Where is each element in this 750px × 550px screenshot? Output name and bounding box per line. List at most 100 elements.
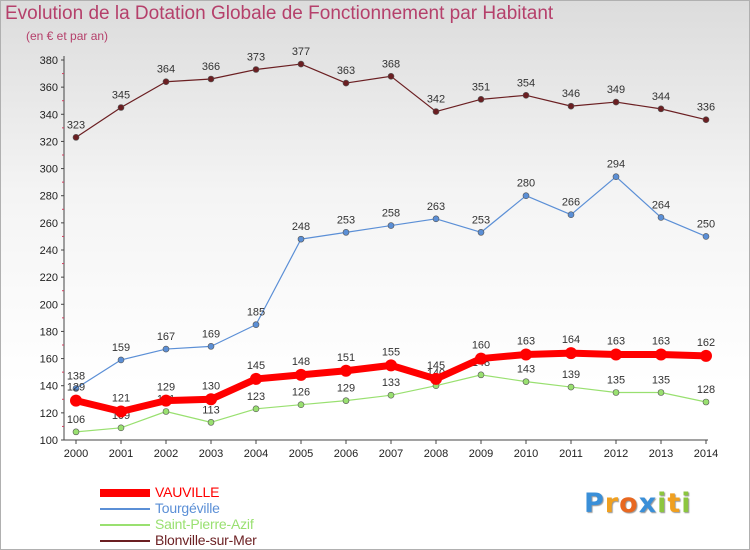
data-label-blonville-sur-mer: 366 (202, 61, 220, 73)
x-tick-label: 2002 (154, 448, 178, 460)
data-label-vauville: 163 (607, 336, 625, 348)
data-point-tourg-ville (252, 321, 260, 328)
data-point-tourg-ville (477, 229, 485, 236)
data-point-tourg-ville (297, 235, 305, 243)
logo-letter: x (638, 488, 658, 519)
data-point-tourg-ville (432, 215, 440, 223)
data-point-vauville (115, 405, 127, 418)
data-label-vauville: 160 (472, 340, 490, 352)
data-label-blonville-sur-mer: 377 (292, 46, 310, 58)
data-point-saint-pierre-azif (297, 401, 305, 409)
x-tick-label: 2013 (649, 448, 673, 460)
data-label-tourg-ville: 253 (472, 214, 490, 226)
data-label-saint-pierre-azif: 129 (337, 383, 355, 395)
data-point-tourg-ville (657, 214, 665, 221)
data-point-blonville-sur-mer (522, 91, 530, 99)
data-point-vauville (565, 347, 577, 360)
y-tick-label: 200 (40, 299, 58, 311)
data-label-blonville-sur-mer: 323 (67, 119, 85, 131)
x-tick-label: 2009 (469, 448, 493, 460)
data-label-vauville: 164 (562, 334, 580, 346)
data-point-saint-pierre-azif (612, 389, 620, 396)
x-tick-label: 2006 (334, 448, 358, 460)
data-label-vauville: 162 (697, 337, 715, 349)
data-label-tourg-ville: 250 (697, 218, 715, 230)
data-label-blonville-sur-mer: 336 (697, 102, 715, 114)
x-tick-label: 2012 (604, 448, 628, 460)
chart-subtitle: (en € et par an) (26, 29, 109, 43)
data-label-vauville: 155 (382, 346, 400, 358)
data-label-blonville-sur-mer: 342 (427, 94, 445, 106)
data-label-tourg-ville: 159 (112, 342, 130, 354)
data-point-tourg-ville (72, 385, 80, 392)
data-label-tourg-ville: 185 (247, 307, 265, 319)
data-point-blonville-sur-mer (297, 60, 305, 68)
data-point-saint-pierre-azif (567, 383, 575, 391)
data-label-blonville-sur-mer: 373 (247, 52, 265, 64)
legend-item: Saint-Pierre-Azif (100, 516, 400, 532)
logo-letter: i (657, 488, 668, 519)
legend-item: Blonville-sur-Mer (100, 532, 400, 548)
legend-label: Blonville-sur-Mer (155, 532, 257, 548)
legend-swatch (100, 508, 150, 510)
data-label-saint-pierre-azif: 128 (697, 384, 715, 396)
data-point-blonville-sur-mer (72, 134, 80, 141)
data-label-saint-pierre-azif: 126 (292, 387, 310, 399)
data-point-tourg-ville (342, 229, 350, 236)
data-point-saint-pierre-azif (72, 428, 80, 436)
data-label-saint-pierre-azif: 139 (562, 369, 580, 381)
logo-letter: i (681, 488, 692, 519)
y-tick-label: 160 (40, 354, 58, 366)
x-tick-label: 2003 (199, 448, 223, 460)
x-tick-label: 2001 (109, 448, 133, 460)
y-tick-label: 280 (40, 191, 58, 203)
legend-label: Saint-Pierre-Azif (155, 516, 254, 532)
data-label-blonville-sur-mer: 363 (337, 65, 355, 77)
x-tick-label: 2014 (694, 448, 718, 460)
data-point-tourg-ville (567, 211, 575, 219)
data-label-saint-pierre-azif: 113 (202, 404, 220, 416)
data-point-saint-pierre-azif (657, 389, 665, 396)
y-tick-label: 240 (40, 245, 58, 257)
data-point-saint-pierre-azif (117, 424, 125, 432)
data-point-saint-pierre-azif (522, 378, 530, 385)
data-label-tourg-ville: 138 (67, 370, 85, 382)
data-point-tourg-ville (522, 192, 530, 200)
data-point-saint-pierre-azif (252, 405, 260, 413)
data-point-blonville-sur-mer (252, 66, 260, 73)
data-point-blonville-sur-mer (162, 78, 170, 86)
data-point-vauville (475, 352, 487, 365)
y-tick-label: 340 (40, 109, 58, 121)
logo-letter: r (604, 488, 620, 519)
data-label-saint-pierre-azif: 135 (652, 375, 670, 387)
data-label-vauville: 148 (292, 356, 310, 368)
data-point-saint-pierre-azif (387, 391, 395, 399)
data-label-tourg-ville: 167 (157, 331, 175, 343)
x-tick-label: 2010 (514, 448, 538, 460)
data-point-saint-pierre-azif (702, 398, 710, 406)
data-point-tourg-ville (387, 222, 395, 229)
data-point-vauville (520, 348, 532, 361)
data-label-tourg-ville: 264 (652, 199, 670, 211)
data-point-blonville-sur-mer (657, 105, 665, 113)
data-label-tourg-ville: 280 (517, 178, 535, 190)
data-label-vauville: 129 (67, 382, 85, 394)
x-tick-label: 2007 (379, 448, 403, 460)
data-point-blonville-sur-mer (477, 96, 485, 103)
y-tick-label: 140 (40, 381, 58, 393)
data-point-blonville-sur-mer (342, 79, 350, 87)
data-label-tourg-ville: 169 (202, 328, 220, 340)
y-tick-label: 260 (40, 218, 58, 230)
data-label-saint-pierre-azif: 143 (517, 364, 535, 376)
data-label-vauville: 145 (247, 360, 265, 372)
y-tick-label: 220 (40, 272, 58, 284)
x-tick-label: 2000 (64, 448, 88, 460)
data-point-vauville (205, 393, 217, 406)
chart-title: Evolution de la Dotation Globale de Fonc… (5, 3, 554, 24)
data-label-saint-pierre-azif: 106 (67, 414, 85, 426)
data-label-blonville-sur-mer: 346 (562, 88, 580, 100)
data-label-tourg-ville: 253 (337, 214, 355, 226)
logo-letter: t (667, 488, 682, 519)
